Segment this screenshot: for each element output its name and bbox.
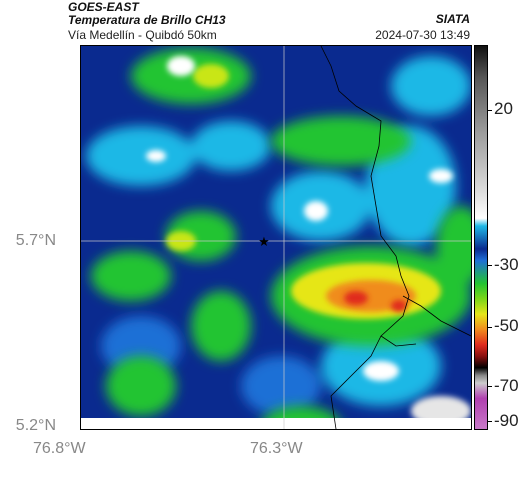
satellite-map[interactable]: ★: [80, 45, 472, 430]
lon-tick-label: 76.8°W: [33, 440, 86, 457]
lon-tick-label: 76.3°W: [250, 440, 303, 457]
colorbar-tick-label: 20: [494, 99, 513, 118]
map-canvas: ★: [81, 46, 471, 429]
colorbar-tick-label: -90: [494, 411, 519, 430]
star-icon: ★: [258, 235, 270, 250]
colorbar-tick-mark: [487, 386, 492, 387]
product-title: GOES-EAST: [68, 0, 139, 14]
department-border-east: [402, 295, 471, 337]
colorbar-tick-mark: [487, 327, 492, 328]
colorbar-tick-label: -70: [494, 376, 519, 395]
colorbar-tick-label: -50: [494, 316, 519, 335]
agency-label: SIATA: [435, 12, 470, 26]
lat-tick-label: 5.2°N: [15, 417, 56, 434]
colorbar-tick-mark: [487, 421, 492, 422]
colorbar-tick-mark: [487, 265, 492, 266]
region-label: Vía Medellín - Quibdó 50km: [68, 28, 217, 42]
cloud-field-red: [344, 291, 407, 312]
department-border: [320, 46, 410, 429]
cloud-field-green: [91, 48, 471, 429]
colorbar-tick-mark: [487, 110, 492, 111]
timestamp-label: 2024-07-30 13:49: [375, 28, 470, 42]
product-subtitle: Temperatura de Brillo CH13: [68, 13, 226, 27]
colorbar-tick-label: -30: [494, 255, 519, 274]
colorbar: [474, 45, 488, 430]
department-border-south: [380, 335, 417, 347]
no-data-strip: [81, 418, 471, 429]
lat-tick-label: 5.7°N: [15, 232, 56, 249]
